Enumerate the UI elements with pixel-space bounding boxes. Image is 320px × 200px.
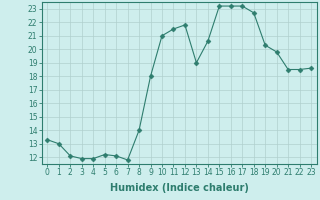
- X-axis label: Humidex (Indice chaleur): Humidex (Indice chaleur): [110, 183, 249, 193]
